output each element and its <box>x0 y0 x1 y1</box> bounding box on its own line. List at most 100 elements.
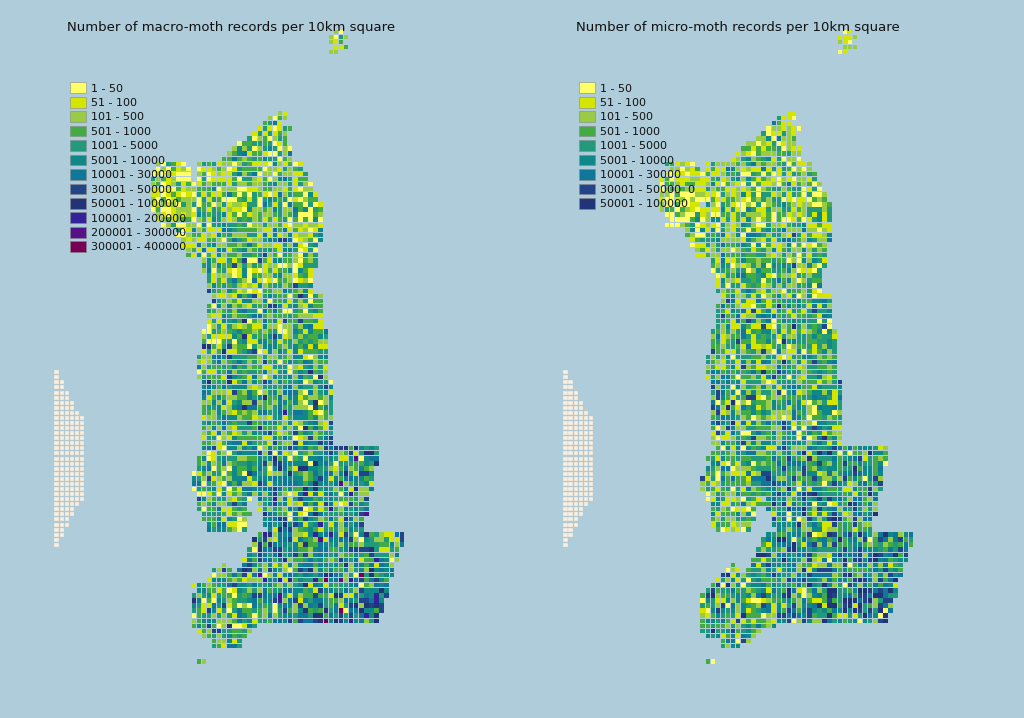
Bar <box>573 487 578 491</box>
Bar <box>243 182 247 187</box>
Bar <box>716 492 720 496</box>
Bar <box>792 116 797 121</box>
Bar <box>207 517 211 521</box>
Bar <box>786 146 792 151</box>
Bar <box>39 487 44 491</box>
Bar <box>757 487 761 491</box>
Bar <box>903 547 908 552</box>
Bar <box>283 563 288 567</box>
Bar <box>354 583 358 587</box>
Bar <box>690 182 694 187</box>
Bar <box>303 202 307 207</box>
Bar <box>257 466 262 471</box>
Bar <box>721 365 725 369</box>
Bar <box>797 146 802 151</box>
Bar <box>685 223 690 227</box>
Bar <box>262 304 267 308</box>
Bar <box>802 593 807 597</box>
Bar <box>171 213 176 217</box>
Bar <box>757 502 761 506</box>
Bar <box>262 370 267 374</box>
Bar <box>843 578 847 582</box>
Bar <box>776 192 781 197</box>
Bar <box>278 253 283 258</box>
Bar <box>721 187 725 192</box>
Bar <box>726 385 730 389</box>
Bar <box>868 613 872 618</box>
Bar <box>202 228 206 232</box>
Bar <box>833 532 837 537</box>
Bar <box>786 136 792 141</box>
Bar <box>553 462 558 466</box>
Bar <box>802 471 807 476</box>
Bar <box>303 426 307 430</box>
Bar <box>822 223 826 227</box>
Bar <box>222 395 226 400</box>
Bar <box>44 381 49 384</box>
Bar <box>762 274 766 278</box>
Bar <box>70 462 74 466</box>
Bar <box>802 274 807 278</box>
Bar <box>212 202 216 207</box>
Bar <box>49 391 54 395</box>
Bar <box>675 177 680 182</box>
Bar <box>822 517 826 521</box>
Bar <box>308 365 312 369</box>
Bar <box>781 243 786 247</box>
Bar <box>288 471 293 476</box>
Bar <box>288 482 293 486</box>
Bar <box>389 537 394 542</box>
Bar <box>202 583 206 587</box>
Bar <box>868 502 872 506</box>
Bar <box>807 482 812 486</box>
Bar <box>329 421 333 425</box>
Bar <box>65 396 69 400</box>
Bar <box>553 518 558 521</box>
Bar <box>563 406 568 410</box>
Bar <box>257 390 262 395</box>
Bar <box>776 497 781 501</box>
Bar <box>257 476 262 481</box>
Bar <box>267 360 272 364</box>
Bar <box>543 482 548 486</box>
Bar <box>812 476 816 481</box>
Bar <box>267 532 272 537</box>
Bar <box>822 258 826 263</box>
Bar <box>197 598 201 602</box>
Bar <box>792 136 797 141</box>
Bar <box>324 537 328 542</box>
Bar <box>272 608 278 613</box>
Bar <box>817 598 821 602</box>
Bar <box>771 294 776 298</box>
Bar <box>822 603 826 607</box>
Bar <box>716 476 720 481</box>
Bar <box>293 390 298 395</box>
Bar <box>344 502 348 506</box>
Bar <box>771 598 776 602</box>
Bar <box>243 522 247 526</box>
Bar <box>365 456 369 460</box>
Bar <box>238 603 242 607</box>
Bar <box>792 431 797 435</box>
Bar <box>283 558 288 562</box>
Bar <box>253 476 257 481</box>
Bar <box>34 437 39 440</box>
Bar <box>563 477 568 481</box>
Bar <box>49 518 54 521</box>
Bar <box>797 507 802 511</box>
Bar <box>227 309 231 313</box>
Bar <box>288 416 293 420</box>
Bar <box>736 192 740 197</box>
Bar <box>207 208 211 212</box>
Bar <box>752 208 756 212</box>
Bar <box>318 573 323 577</box>
Bar <box>853 476 857 481</box>
Bar <box>243 395 247 400</box>
Bar <box>217 218 221 222</box>
Bar <box>853 583 857 587</box>
Bar <box>176 223 181 227</box>
Bar <box>731 608 735 613</box>
Bar <box>741 598 745 602</box>
Bar <box>726 568 730 572</box>
Bar <box>267 248 272 253</box>
